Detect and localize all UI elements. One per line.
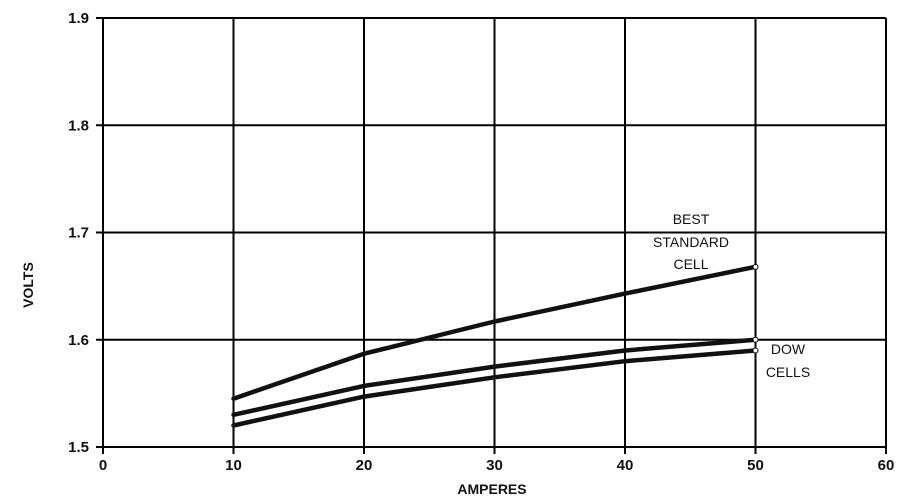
y-tick-label-1.8: 1.8 bbox=[68, 117, 89, 134]
y-tick-label-1.6: 1.6 bbox=[68, 332, 89, 349]
annotation-cell: CELL bbox=[673, 256, 708, 272]
y-axis-label: VOLTS bbox=[20, 262, 36, 308]
dow-cell-lower-line-end-point bbox=[752, 347, 759, 354]
x-tick-label-40: 40 bbox=[617, 457, 634, 474]
x-tick-label-10: 10 bbox=[225, 457, 242, 474]
tick-labels: 0 10 20 30 40 50 60 1.5 1.6 1.7 1.8 1.9 bbox=[68, 10, 894, 474]
annotation-cells: CELLS bbox=[766, 364, 810, 380]
best-standard-cell-annotation: BEST STANDARD CELL bbox=[653, 211, 729, 272]
x-tick-label-50: 50 bbox=[747, 457, 764, 474]
dow-cell-upper-line bbox=[231, 337, 758, 418]
x-axis-label: AMPERES bbox=[457, 481, 526, 497]
series-group bbox=[231, 263, 759, 428]
y-tick-label-1.7: 1.7 bbox=[68, 225, 89, 242]
y-tick-label-1.5: 1.5 bbox=[68, 439, 89, 456]
x-tick-label-30: 30 bbox=[486, 457, 503, 474]
annotation-standard: STANDARD bbox=[653, 234, 729, 250]
dow-cells-annotation: DOW CELLS bbox=[766, 341, 810, 380]
grid bbox=[96, 17, 887, 454]
annotation-dow: DOW bbox=[771, 341, 806, 357]
annotation-best: BEST bbox=[673, 211, 710, 227]
y-tick-label-1.9: 1.9 bbox=[68, 10, 89, 27]
dow-cell-upper-line-end-point bbox=[752, 336, 759, 343]
best-standard-cell-line-end-point bbox=[752, 263, 759, 270]
x-tick-label-20: 20 bbox=[356, 457, 373, 474]
best-standard-cell-line bbox=[231, 264, 758, 401]
x-tick-label-60: 60 bbox=[878, 457, 895, 474]
x-tick-label-0: 0 bbox=[99, 457, 107, 474]
dow-cell-lower-line bbox=[231, 348, 758, 428]
